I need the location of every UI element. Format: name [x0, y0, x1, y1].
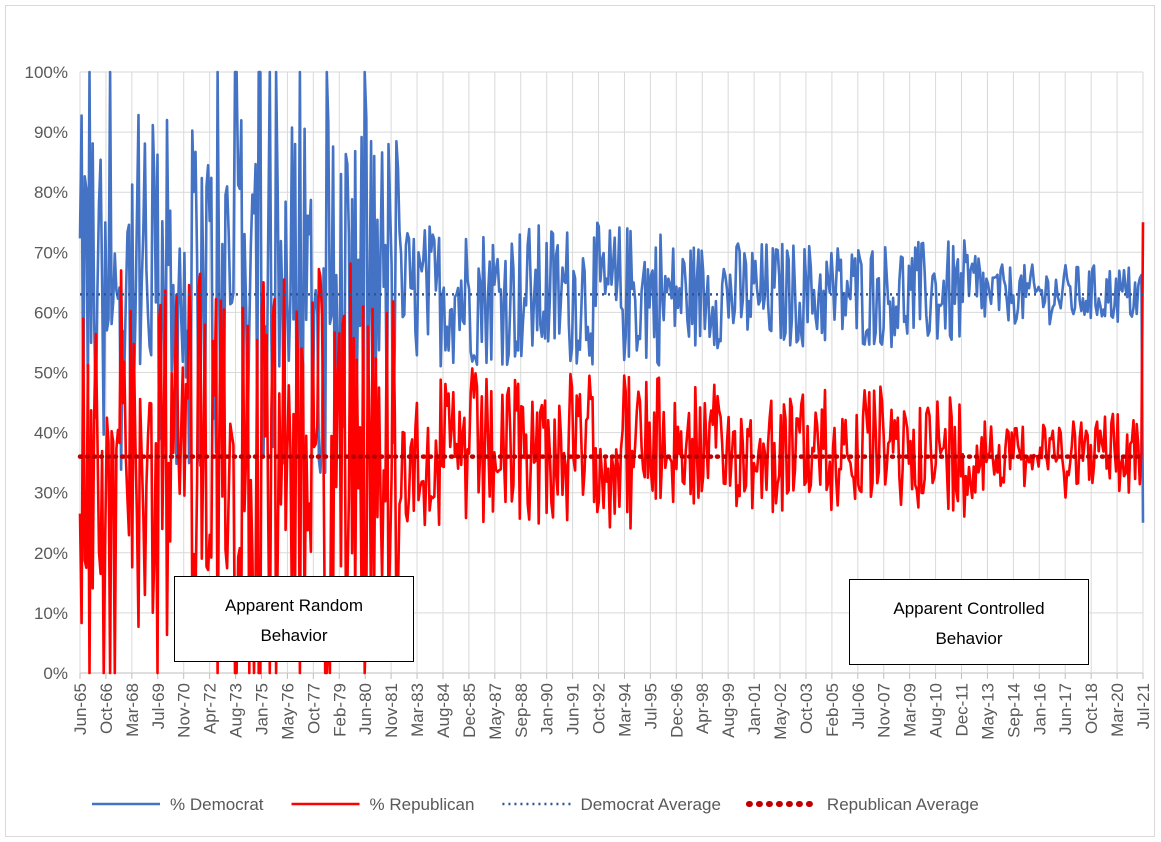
x-tick-label: Oct-66 [97, 683, 116, 734]
y-tick-label: 50% [34, 364, 68, 383]
x-tick-label: Nov-07 [875, 683, 894, 738]
x-tick-label: May-87 [486, 683, 505, 740]
x-tick-label: Dec-85 [460, 683, 479, 738]
x-tick-label: Jul-95 [641, 683, 660, 729]
legend-label: Republican Average [827, 795, 979, 814]
x-tick-label: Feb-05 [823, 683, 842, 737]
x-tick-label: Jan-16 [1030, 683, 1049, 735]
annotation-controlled-line1: Apparent Controlled [893, 599, 1045, 618]
y-tick-label: 90% [34, 123, 68, 142]
y-tick-label: 10% [34, 604, 68, 623]
x-tick-label: Jan-90 [538, 683, 557, 735]
x-tick-label: Jun-65 [71, 683, 90, 735]
x-tick-label: Oct-92 [590, 683, 609, 734]
x-tick-label: Jan-01 [745, 683, 764, 735]
y-tick-label: 60% [34, 303, 68, 322]
x-tick-label: Jun-91 [564, 683, 583, 735]
x-tick-label: Mar-68 [123, 683, 142, 737]
x-tick-label: Oct-77 [304, 683, 323, 734]
x-tick-label: Mar-20 [1108, 683, 1127, 737]
x-tick-label: Nov-70 [175, 683, 194, 738]
annotation-random-line1: Apparent Random [225, 596, 363, 615]
x-tick-label: Mar-83 [408, 683, 427, 737]
x-tick-label: Aug-84 [434, 683, 453, 738]
y-tick-label: 100% [25, 63, 68, 82]
x-tick-label: Feb-79 [330, 683, 349, 737]
x-tick-label: Jan-75 [252, 683, 271, 735]
x-tick-label: Apr-72 [201, 683, 220, 734]
chart-frame [5, 5, 1155, 837]
y-tick-label: 0% [43, 664, 68, 683]
x-tick-label: Aug-10 [927, 683, 946, 738]
legend-label: Democrat Average [580, 795, 720, 814]
x-tick-label: Apr-98 [693, 683, 712, 734]
x-tick-label: Oct-18 [1082, 683, 1101, 734]
x-tick-label: May-13 [978, 683, 997, 740]
y-tick-label: 40% [34, 424, 68, 443]
legend-label: % Democrat [170, 795, 264, 814]
x-tick-label: Dec-11 [953, 683, 972, 737]
x-tick-label: May-76 [278, 683, 297, 740]
legend-label: % Republican [370, 795, 475, 814]
x-tick-label: Jun-17 [1056, 683, 1075, 735]
annotation-controlled-line2: Behavior [935, 629, 1003, 648]
x-tick-label: Jul-69 [149, 683, 168, 729]
x-tick-label: Sep-88 [512, 683, 531, 738]
x-tick-label: Dec-96 [667, 683, 686, 738]
annotation-random-behavior: Apparent Random Behavior [174, 576, 414, 662]
x-tick-label: Sep-14 [1004, 683, 1023, 738]
annotation-random-line2: Behavior [260, 626, 328, 645]
x-tick-label: Oct-03 [797, 683, 816, 734]
x-tick-label: Jun-80 [356, 683, 375, 735]
annotation-controlled-behavior: Apparent Controlled Behavior [849, 579, 1089, 665]
x-tick-label: Aug-73 [227, 683, 246, 738]
x-tick-label: Nov-81 [382, 683, 401, 738]
y-tick-label: 30% [34, 484, 68, 503]
x-tick-label: Mar-09 [901, 683, 920, 737]
x-tick-label: May-02 [771, 683, 790, 740]
x-tick-label: Aug-99 [719, 683, 738, 738]
x-tick-label: Jul-06 [849, 683, 868, 729]
y-tick-label: 20% [34, 544, 68, 563]
y-tick-label: 80% [34, 183, 68, 202]
y-tick-label: 70% [34, 243, 68, 262]
x-tick-label: Mar-94 [615, 683, 634, 737]
x-tick-label: Jul-21 [1134, 683, 1153, 729]
